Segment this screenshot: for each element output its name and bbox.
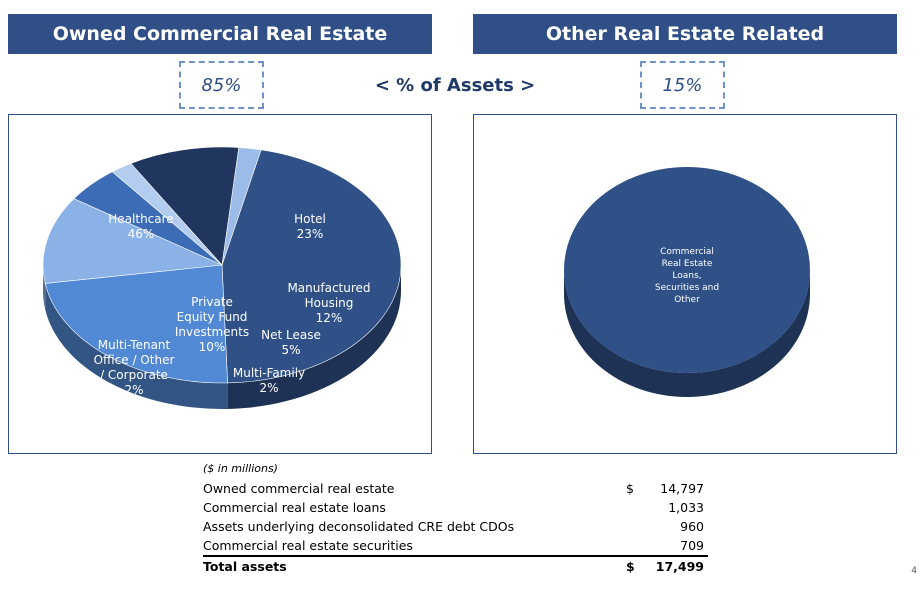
slice-label: Multi-Family 2% bbox=[233, 366, 305, 395]
table-row: Assets underlying deconsolidated CRE deb… bbox=[203, 517, 708, 536]
slice-label: Multi-Tenant Office / Other / Corporate 2% bbox=[94, 338, 175, 397]
pie-slice bbox=[42, 198, 224, 284]
slice-value-label: 5% bbox=[281, 343, 300, 357]
slice-value-label: 2% bbox=[259, 381, 278, 395]
other-pie-panel: Commercial Real Estate Loans, Securities an… bbox=[473, 114, 897, 454]
slice-label: Commercial Real Estate Loans, Securities an… bbox=[655, 247, 719, 305]
slice-label: Healthcare 46% bbox=[108, 212, 173, 241]
slice-label: Net Lease 5% bbox=[261, 328, 321, 357]
other-assets-pie-chart: Commercial Real Estate Loans, Securities an… bbox=[564, 167, 810, 397]
pie-slice-side bbox=[45, 283, 228, 410]
assets-table: ($ in millions) Owned commercial real es… bbox=[203, 462, 708, 576]
table-note: ($ in millions) bbox=[203, 462, 278, 475]
owned-assets-pie-chart: Healthcare 46% Hotel 23% Manufactured Housing… bbox=[42, 146, 402, 410]
total-value: 17,499 bbox=[655, 559, 704, 574]
row-value: 14,797 bbox=[660, 481, 704, 496]
pie-slice bbox=[221, 147, 262, 266]
pie-slice-side bbox=[227, 265, 401, 409]
header-other-real-estate-related: Other Real Estate Related bbox=[473, 14, 897, 54]
header-owned-commercial-real-estate: Owned Commercial Real Estate bbox=[8, 14, 432, 54]
pie-slice bbox=[564, 167, 810, 373]
table-row: Commercial real estate loans 1,033 bbox=[203, 498, 708, 517]
slice-value-label: 12% bbox=[316, 311, 343, 325]
pie-slice bbox=[44, 264, 228, 384]
row-label: Commercial real estate securities bbox=[203, 538, 413, 553]
owned-percent: 85% bbox=[201, 74, 242, 96]
slice-label: Private Equity Fund Investments 10% bbox=[175, 295, 249, 354]
owned-percent-box: 85% bbox=[179, 61, 264, 109]
row-value: 960 bbox=[680, 519, 704, 534]
table-total-row: Total assets $ 17,499 bbox=[203, 555, 708, 576]
owned-pie-panel: Healthcare 46% Hotel 23% Manufactured Housing… bbox=[8, 114, 432, 454]
row-label: Owned commercial real estate bbox=[203, 481, 395, 496]
total-currency: $ bbox=[626, 559, 635, 574]
table-row: Owned commercial real estate $14,797 bbox=[203, 479, 708, 498]
table-row: Commercial real estate securities 709 bbox=[203, 536, 708, 555]
pie-slice-side bbox=[564, 270, 810, 397]
slice-value-label: 23% bbox=[297, 227, 324, 241]
pie-slice bbox=[130, 146, 240, 266]
percent-of-assets-label: < % of Assets > bbox=[374, 75, 536, 96]
pie-slice bbox=[221, 149, 402, 384]
row-label: Commercial real estate loans bbox=[203, 500, 386, 515]
row-label: Assets underlying deconsolidated CRE deb… bbox=[203, 519, 515, 534]
row-value: 1,033 bbox=[668, 500, 704, 515]
other-percent: 15% bbox=[662, 74, 703, 96]
other-percent-box: 15% bbox=[640, 61, 725, 109]
row-value: 709 bbox=[680, 538, 704, 553]
page-number: 4 bbox=[911, 566, 917, 576]
slice-value-label: 10% bbox=[199, 340, 226, 354]
row-currency: $ bbox=[626, 481, 634, 496]
slice-value-label: 46% bbox=[128, 227, 155, 241]
slice-label: Hotel 23% bbox=[294, 212, 326, 241]
slice-label: Manufactured Housing 12% bbox=[287, 281, 370, 325]
total-label: Total assets bbox=[203, 559, 287, 574]
slice-value-label: 2% bbox=[124, 383, 143, 397]
